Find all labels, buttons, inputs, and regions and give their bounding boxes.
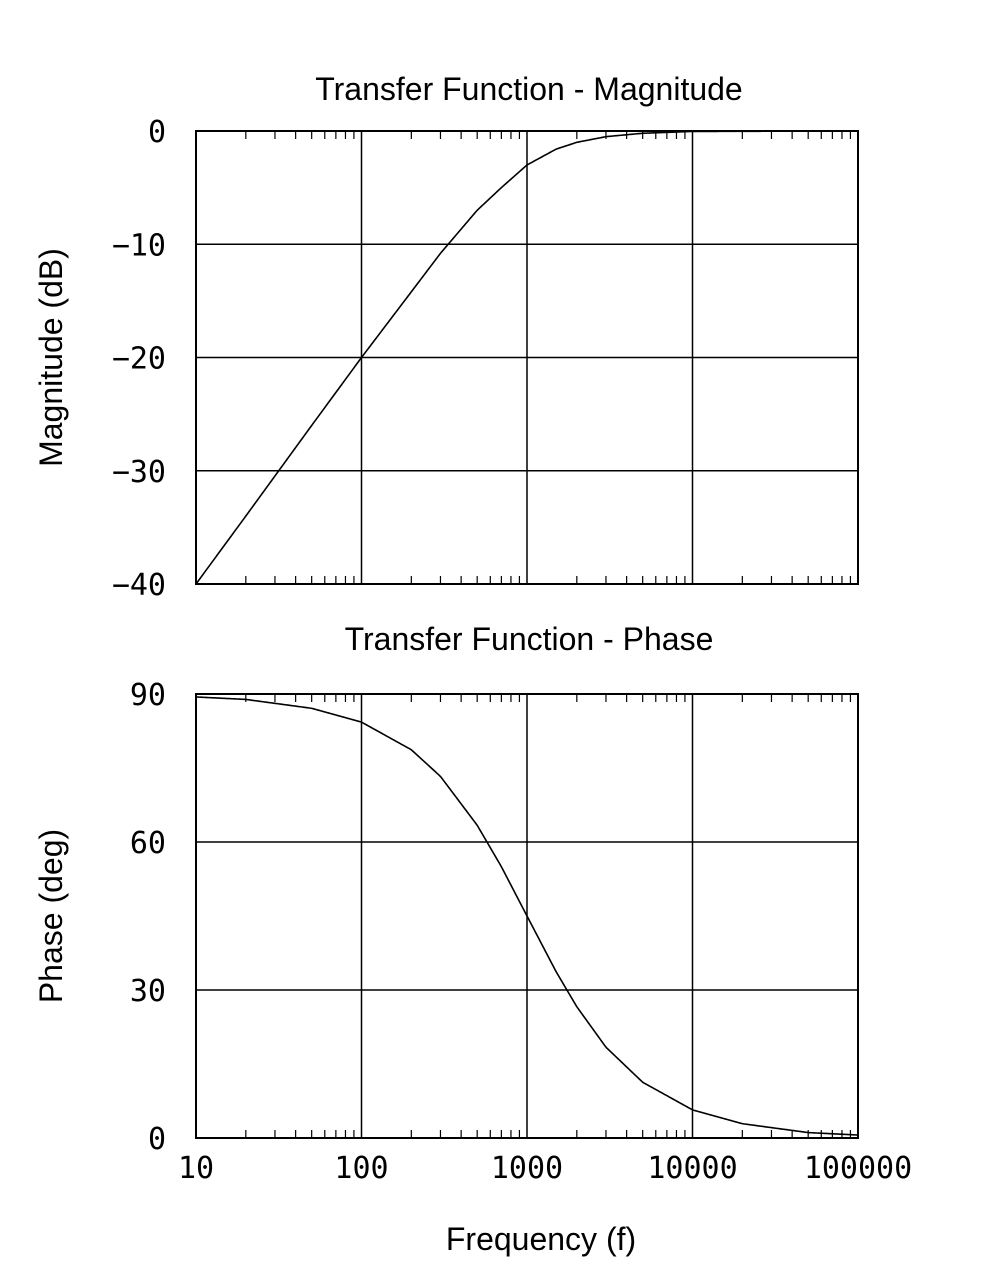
chart-title: Transfer Function - Phase [345, 621, 714, 657]
y-axis-label: Magnitude (dB) [33, 248, 69, 467]
phase-panel: Transfer Function - Phase Phase (deg) 0 30 6… [33, 621, 912, 1257]
y-tick-label: 0 [148, 115, 166, 150]
y-tick-label: 60 [130, 826, 166, 861]
x-tick-label: 100 [334, 1151, 388, 1186]
series-line [195, 696, 859, 1136]
x-axis-label: Frequency (f) [446, 1221, 636, 1257]
x-tick-label: 10 [178, 1151, 214, 1186]
chart-title: Transfer Function - Magnitude [315, 71, 742, 107]
magnitude-panel: Transfer Function - Magnitude Magnitude (… [33, 71, 859, 603]
plot-frame [195, 693, 859, 1139]
y-axis-label: Phase (deg) [33, 829, 69, 1003]
y-tick-label: −30 [112, 455, 166, 490]
y-tick-label: −20 [112, 342, 166, 377]
y-tick-label: 0 [148, 1122, 166, 1157]
y-tick-label: −40 [112, 568, 166, 603]
series-line [195, 130, 858, 585]
x-tick-label: 1000 [491, 1151, 563, 1186]
y-tick-label: 90 [130, 678, 166, 713]
y-tick-label: −10 [112, 228, 166, 263]
x-tick-label: 100000 [804, 1151, 912, 1186]
y-tick-label: 30 [130, 974, 166, 1009]
x-tick-label: 10000 [647, 1151, 737, 1186]
plot-frame [195, 130, 859, 585]
